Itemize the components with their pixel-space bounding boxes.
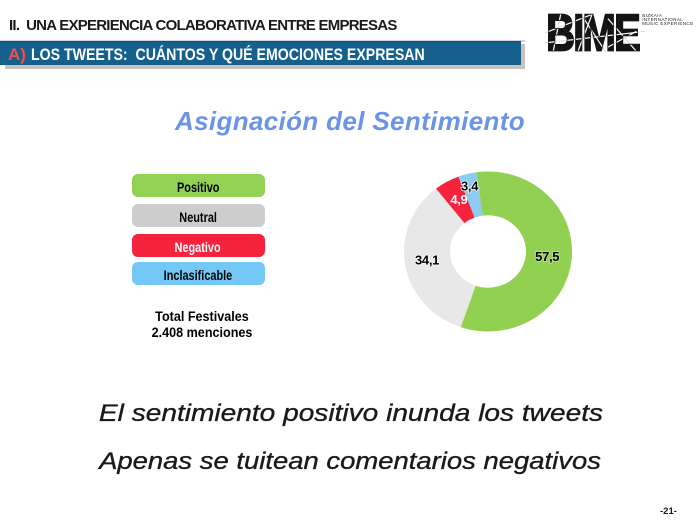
svg-text:4,9: 4,9 xyxy=(450,192,467,207)
svg-text:3,4: 3,4 xyxy=(461,179,479,194)
svg-text:INTERNATIONAL: INTERNATIONAL xyxy=(642,17,683,22)
svg-text:MUSIC EXPERIENCE: MUSIC EXPERIENCE xyxy=(642,21,693,26)
svg-text:34,1: 34,1 xyxy=(415,253,439,268)
svg-text:BIZKAIA: BIZKAIA xyxy=(642,13,663,18)
svg-text:57,5: 57,5 xyxy=(535,249,559,264)
